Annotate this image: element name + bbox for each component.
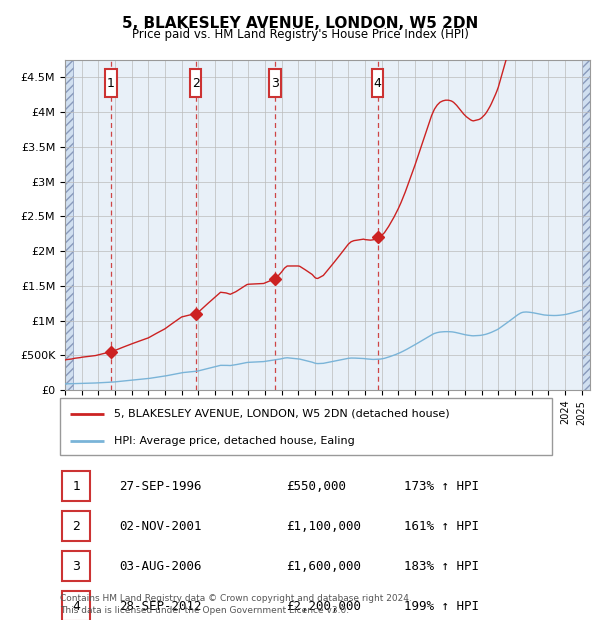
Text: 1: 1	[72, 479, 80, 492]
Text: 03-AUG-2006: 03-AUG-2006	[119, 559, 202, 572]
Text: 161% ↑ HPI: 161% ↑ HPI	[404, 520, 479, 533]
Text: 3: 3	[72, 559, 80, 572]
Text: £550,000: £550,000	[286, 479, 346, 492]
Text: 5, BLAKESLEY AVENUE, LONDON, W5 2DN: 5, BLAKESLEY AVENUE, LONDON, W5 2DN	[122, 16, 478, 30]
FancyBboxPatch shape	[62, 471, 89, 501]
Bar	[65, 60, 73, 390]
FancyBboxPatch shape	[60, 398, 552, 455]
Text: 28-SEP-2012: 28-SEP-2012	[119, 600, 202, 613]
Text: 2: 2	[72, 520, 80, 533]
Text: 4: 4	[374, 77, 382, 90]
FancyBboxPatch shape	[105, 69, 116, 97]
Text: Contains HM Land Registry data © Crown copyright and database right 2024.: Contains HM Land Registry data © Crown c…	[60, 593, 412, 603]
Text: 27-SEP-1996: 27-SEP-1996	[119, 479, 202, 492]
Text: 173% ↑ HPI: 173% ↑ HPI	[404, 479, 479, 492]
Text: 183% ↑ HPI: 183% ↑ HPI	[404, 559, 479, 572]
Text: Price paid vs. HM Land Registry's House Price Index (HPI): Price paid vs. HM Land Registry's House …	[131, 28, 469, 41]
Text: £1,600,000: £1,600,000	[286, 559, 361, 572]
FancyBboxPatch shape	[190, 69, 202, 97]
FancyBboxPatch shape	[62, 511, 89, 541]
Text: This data is licensed under the Open Government Licence v3.0.: This data is licensed under the Open Gov…	[60, 606, 349, 615]
FancyBboxPatch shape	[62, 591, 89, 620]
Bar	[581, 60, 590, 390]
Text: 1: 1	[107, 77, 115, 90]
Text: HPI: Average price, detached house, Ealing: HPI: Average price, detached house, Eali…	[114, 436, 355, 446]
Text: 02-NOV-2001: 02-NOV-2001	[119, 520, 202, 533]
FancyBboxPatch shape	[269, 69, 281, 97]
Text: 5, BLAKESLEY AVENUE, LONDON, W5 2DN (detached house): 5, BLAKESLEY AVENUE, LONDON, W5 2DN (det…	[114, 409, 450, 419]
Text: £2,200,000: £2,200,000	[286, 600, 361, 613]
Text: 4: 4	[72, 600, 80, 613]
Text: £1,100,000: £1,100,000	[286, 520, 361, 533]
Text: 3: 3	[271, 77, 279, 90]
Text: 199% ↑ HPI: 199% ↑ HPI	[404, 600, 479, 613]
FancyBboxPatch shape	[372, 69, 383, 97]
Text: 2: 2	[192, 77, 200, 90]
FancyBboxPatch shape	[62, 551, 89, 581]
